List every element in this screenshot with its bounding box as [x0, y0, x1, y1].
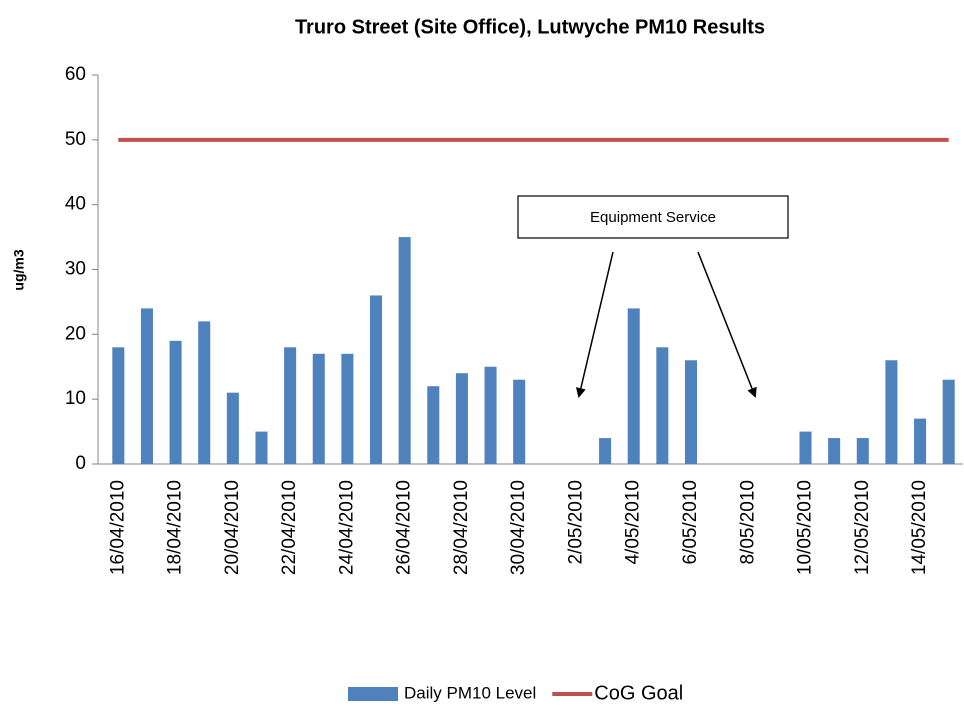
bar — [398, 237, 411, 464]
bar — [169, 340, 182, 464]
x-tick-label: 14/05/2010 — [909, 480, 930, 575]
x-tick-label: 6/05/2010 — [680, 480, 701, 565]
x-tick-label: 8/05/2010 — [737, 480, 758, 565]
bar — [370, 295, 383, 464]
bar — [455, 373, 468, 464]
bar — [255, 431, 268, 464]
bar — [914, 418, 927, 464]
chart-title: Truro Street (Site Office), Lutwyche PM1… — [295, 16, 765, 38]
bar — [627, 308, 640, 464]
bar — [140, 308, 153, 464]
y-tick-label: 40 — [65, 194, 86, 215]
y-tick-label: 50 — [65, 129, 86, 150]
x-tick-label: 10/05/2010 — [795, 480, 816, 575]
x-tick-label: 24/04/2010 — [336, 480, 357, 575]
y-tick-label: 10 — [65, 388, 86, 409]
bar — [513, 379, 526, 464]
y-tick-label: 30 — [65, 259, 86, 280]
x-tick-label: 30/04/2010 — [508, 480, 529, 575]
x-tick-label: 22/04/2010 — [279, 480, 300, 575]
bar — [484, 366, 497, 464]
bar — [684, 360, 697, 464]
legend-label: CoG Goal — [594, 682, 683, 704]
x-tick-label: 12/05/2010 — [852, 480, 873, 575]
annotation-arrow — [697, 251, 757, 398]
bar — [226, 392, 239, 464]
y-tick-label: 0 — [75, 453, 86, 474]
x-tick-label: 28/04/2010 — [451, 480, 472, 575]
annotation-box — [517, 195, 789, 239]
x-tick-label: 26/04/2010 — [394, 480, 415, 575]
legend-label: Daily PM10 Level — [404, 683, 536, 702]
bar — [656, 347, 669, 464]
x-tick-label: 20/04/2010 — [222, 480, 243, 575]
x-tick-label: 2/05/2010 — [565, 480, 586, 565]
bar — [341, 353, 354, 464]
annotation-arrow — [575, 251, 614, 398]
x-tick-label: 4/05/2010 — [623, 480, 644, 565]
bar — [828, 438, 841, 464]
bar — [284, 347, 297, 464]
bar — [799, 431, 812, 464]
y-tick-label: 20 — [65, 323, 86, 344]
bar — [427, 386, 440, 464]
x-tick-label: 18/04/2010 — [165, 480, 186, 575]
bar — [112, 347, 125, 464]
bar — [599, 438, 612, 464]
bar — [942, 379, 955, 464]
bar — [856, 438, 869, 464]
annotation-text: Equipment Service — [590, 209, 716, 226]
y-tick-label: 60 — [65, 64, 86, 85]
bar — [885, 360, 898, 464]
bar — [312, 353, 325, 464]
legend-swatch — [348, 687, 398, 701]
y-axis-label: ug/m3 — [11, 249, 27, 290]
bar — [198, 321, 211, 464]
x-tick-label: 16/04/2010 — [107, 480, 128, 575]
